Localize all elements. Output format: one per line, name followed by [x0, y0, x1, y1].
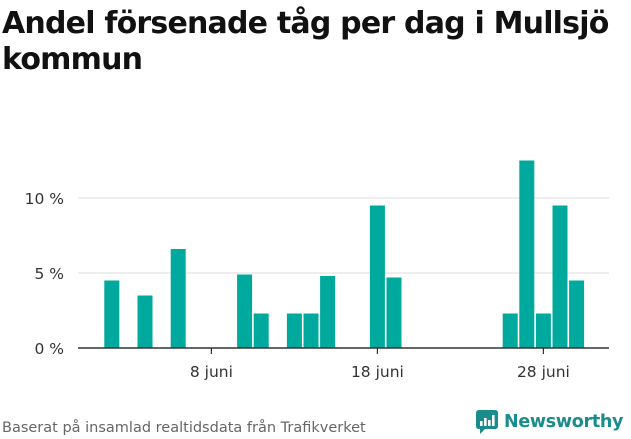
- bar: [303, 313, 319, 348]
- brand-name: Newsworthy: [504, 412, 624, 432]
- bar: [369, 205, 385, 348]
- x-tick-label: 18 juni: [351, 363, 404, 381]
- bar: [170, 249, 186, 348]
- x-tick-label: 28 juni: [517, 363, 570, 381]
- bar: [519, 160, 535, 348]
- bar: [137, 295, 153, 348]
- bars: [104, 160, 585, 348]
- bar: [253, 313, 269, 348]
- y-tick-label: 5 %: [34, 265, 64, 283]
- bar: [552, 205, 568, 348]
- axes: 0 % 5 % 10 % 8 juni 18 juni 28 juni: [25, 190, 609, 381]
- chart-title: Andel försenade tåg per dag i Mullsjö ko…: [2, 6, 609, 77]
- bar: [386, 277, 402, 348]
- y-tick-label: 0 %: [34, 340, 64, 358]
- newsworthy-logo: Newsworthy: [476, 408, 623, 436]
- source-note: Baserat på insamlad realtidsdata från Tr…: [2, 420, 366, 436]
- y-tick-label: 10 %: [25, 190, 64, 208]
- bar: [286, 313, 302, 348]
- x-tick-label: 8 juni: [190, 363, 233, 381]
- newsworthy-logo-icon: [476, 410, 498, 434]
- bar: [535, 313, 551, 348]
- bar: [569, 280, 585, 348]
- bar: [320, 276, 336, 348]
- bar: [502, 313, 518, 348]
- bar: [237, 274, 253, 348]
- bar: [104, 280, 120, 348]
